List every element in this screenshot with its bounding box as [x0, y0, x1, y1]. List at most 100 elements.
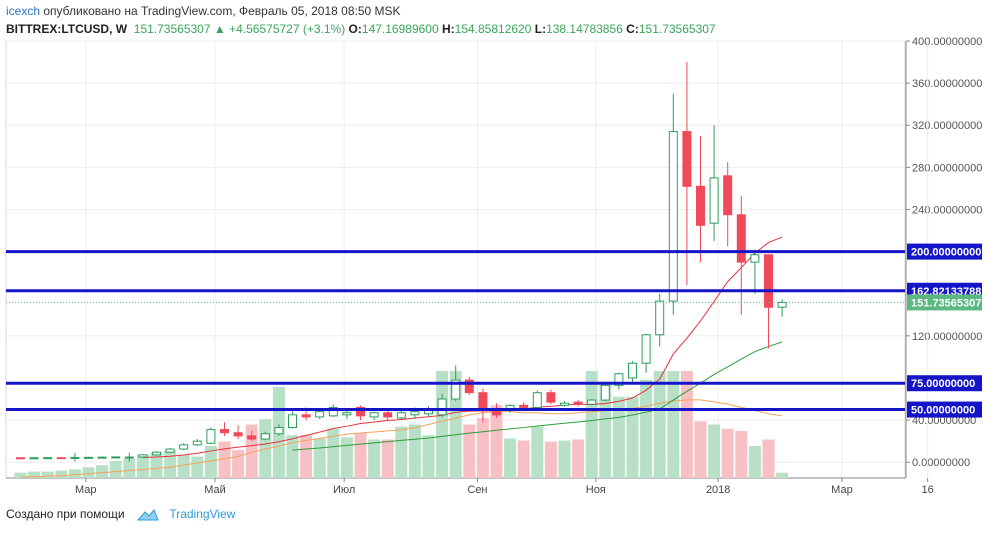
candle-body[interactable] — [70, 456, 80, 459]
volume-bar — [599, 381, 612, 478]
candle-body[interactable] — [437, 398, 447, 416]
candle-body[interactable] — [451, 379, 461, 400]
y-tick-label: 360.00000000 — [912, 78, 982, 90]
candle-body[interactable] — [356, 406, 365, 417]
low-label: L: — [534, 22, 547, 36]
created-with-text: Создано при помощи — [6, 507, 125, 521]
last-price-label-bg — [907, 294, 982, 311]
candle-body[interactable] — [16, 457, 25, 460]
candle-body[interactable] — [328, 406, 338, 417]
volume-bar — [109, 460, 122, 478]
candle-body[interactable] — [600, 384, 610, 401]
volume-bar — [395, 426, 408, 478]
candle-body[interactable] — [383, 412, 393, 418]
candle-body[interactable] — [179, 444, 189, 450]
volume-bar — [340, 437, 353, 478]
candle-body[interactable] — [573, 401, 583, 405]
volume-bar — [544, 441, 557, 478]
x-tick-label: Сен — [467, 484, 487, 496]
candle-body[interactable] — [206, 429, 216, 444]
candle-body[interactable] — [560, 402, 569, 406]
candle-body[interactable] — [84, 456, 93, 459]
candle-body[interactable] — [736, 214, 746, 263]
candle-body[interactable] — [111, 456, 121, 459]
volume-bar — [653, 371, 666, 478]
chart-header: icexch опубликовано на TradingView.com, … — [6, 4, 986, 40]
author-link[interactable]: icexch — [6, 4, 41, 18]
change-value: +4.56575727 (+3.1%) — [229, 22, 346, 36]
x-tick-label: Мар — [75, 484, 97, 496]
candle-body[interactable] — [777, 301, 787, 308]
candle-body[interactable] — [628, 362, 637, 379]
candle-body[interactable] — [655, 300, 665, 336]
x-tick-label: 16 — [921, 484, 933, 496]
candle-body[interactable] — [668, 131, 678, 302]
volume-bar — [463, 424, 476, 478]
volume-bar — [667, 371, 680, 478]
candle-body[interactable] — [315, 411, 325, 418]
candle-body[interactable] — [464, 379, 474, 394]
candle-body[interactable] — [124, 456, 134, 459]
volume-bar — [368, 439, 381, 478]
candle-body[interactable] — [342, 412, 352, 416]
last-price-label: 151.73565307 — [911, 297, 981, 309]
volume-bar — [476, 418, 489, 478]
candle-body[interactable] — [546, 392, 556, 403]
candle-body[interactable] — [274, 426, 284, 435]
volume-bar — [136, 454, 149, 478]
candle-body[interactable] — [260, 433, 270, 440]
y-tick-label: 240.00000000 — [912, 204, 982, 216]
candle-body[interactable] — [682, 131, 692, 187]
level-label: 75.00000000 — [911, 378, 975, 390]
candle-body[interactable] — [233, 432, 243, 437]
candle-body[interactable] — [165, 448, 175, 453]
up-arrow-icon: ▲ — [213, 22, 226, 36]
volume-bar — [708, 424, 721, 478]
candle-body[interactable] — [43, 457, 53, 460]
volume-bar — [748, 445, 761, 478]
candle-body[interactable] — [478, 392, 488, 412]
candle-body[interactable] — [723, 175, 733, 216]
candle-body[interactable] — [641, 334, 651, 364]
candle-body[interactable] — [29, 457, 39, 460]
symbol-name[interactable]: BITTREX:LTCUSD, W — [6, 22, 128, 36]
candle-body[interactable] — [152, 451, 161, 456]
close-value: 151.73565307 — [638, 22, 716, 36]
volume-bar — [164, 450, 177, 478]
candle-body[interactable] — [369, 412, 379, 418]
candle-body[interactable] — [220, 429, 229, 434]
open-value: 147.16989600 — [361, 22, 439, 36]
volume-bar — [41, 471, 54, 478]
tradingview-brand-link[interactable]: TradingView — [169, 507, 236, 521]
candle-body[interactable] — [764, 254, 773, 308]
level-label-bg — [907, 401, 982, 418]
volume-bar — [68, 469, 81, 478]
symbol-line: BITTREX:LTCUSD, W 151.73565307 ▲ +4.5657… — [6, 22, 716, 36]
candle-body[interactable] — [410, 411, 420, 416]
candle-body[interactable] — [519, 404, 529, 408]
price-chart[interactable]: 400.00000000 360.00000000 320.00000000 280.… — [0, 0, 994, 500]
volume-bar — [14, 472, 27, 478]
footer: Создано при помощи TradingView — [6, 507, 235, 525]
candle-body[interactable] — [301, 414, 311, 418]
candle-body[interactable] — [247, 435, 257, 440]
candle-body[interactable] — [614, 373, 624, 386]
candle-body[interactable] — [587, 399, 597, 405]
level-label: 50.00000000 — [911, 405, 975, 417]
candle-body[interactable] — [138, 454, 148, 458]
candle-body[interactable] — [396, 412, 406, 419]
x-tick-label: Июл — [333, 484, 355, 496]
high-label: H: — [441, 22, 455, 36]
x-tick-label: 2018 — [706, 484, 730, 496]
candle-body[interactable] — [532, 392, 542, 408]
candle-body[interactable] — [424, 410, 433, 415]
volume-bar — [408, 424, 421, 478]
candle-body[interactable] — [56, 457, 66, 460]
candle-body[interactable] — [192, 440, 202, 446]
candle-body[interactable] — [97, 456, 107, 459]
volume-bar — [531, 426, 544, 478]
candle-body[interactable] — [288, 414, 297, 428]
candle-body[interactable] — [709, 177, 719, 224]
candle-body[interactable] — [696, 185, 705, 226]
candle-body[interactable] — [750, 254, 760, 263]
